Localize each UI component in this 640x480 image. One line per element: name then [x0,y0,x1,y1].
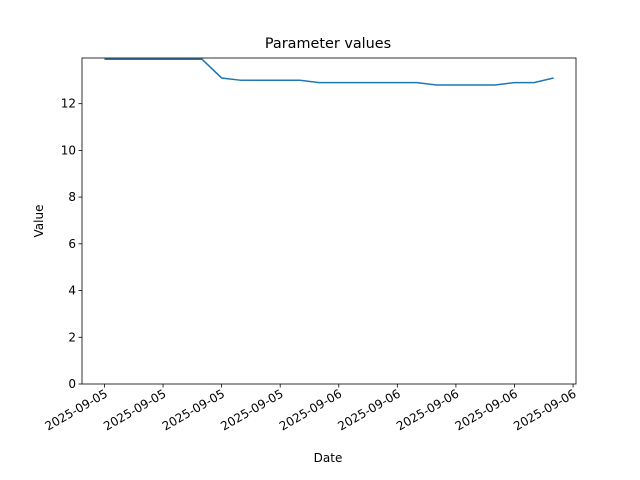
axes-frame [81,57,577,385]
chart-title: Parameter values [265,36,391,52]
y-tick-label: 2 [68,330,76,344]
x-axis-label: Date [314,451,343,465]
y-tick-label: 0 [68,377,76,391]
y-tick-label: 4 [68,284,76,298]
y-tick-label: 6 [68,237,76,251]
y-tick-label: 10 [61,143,76,157]
data-line [104,58,554,86]
y-tick-label: 8 [68,190,76,204]
y-axis-label: Value [32,205,46,238]
y-tick-label: 12 [61,97,76,111]
